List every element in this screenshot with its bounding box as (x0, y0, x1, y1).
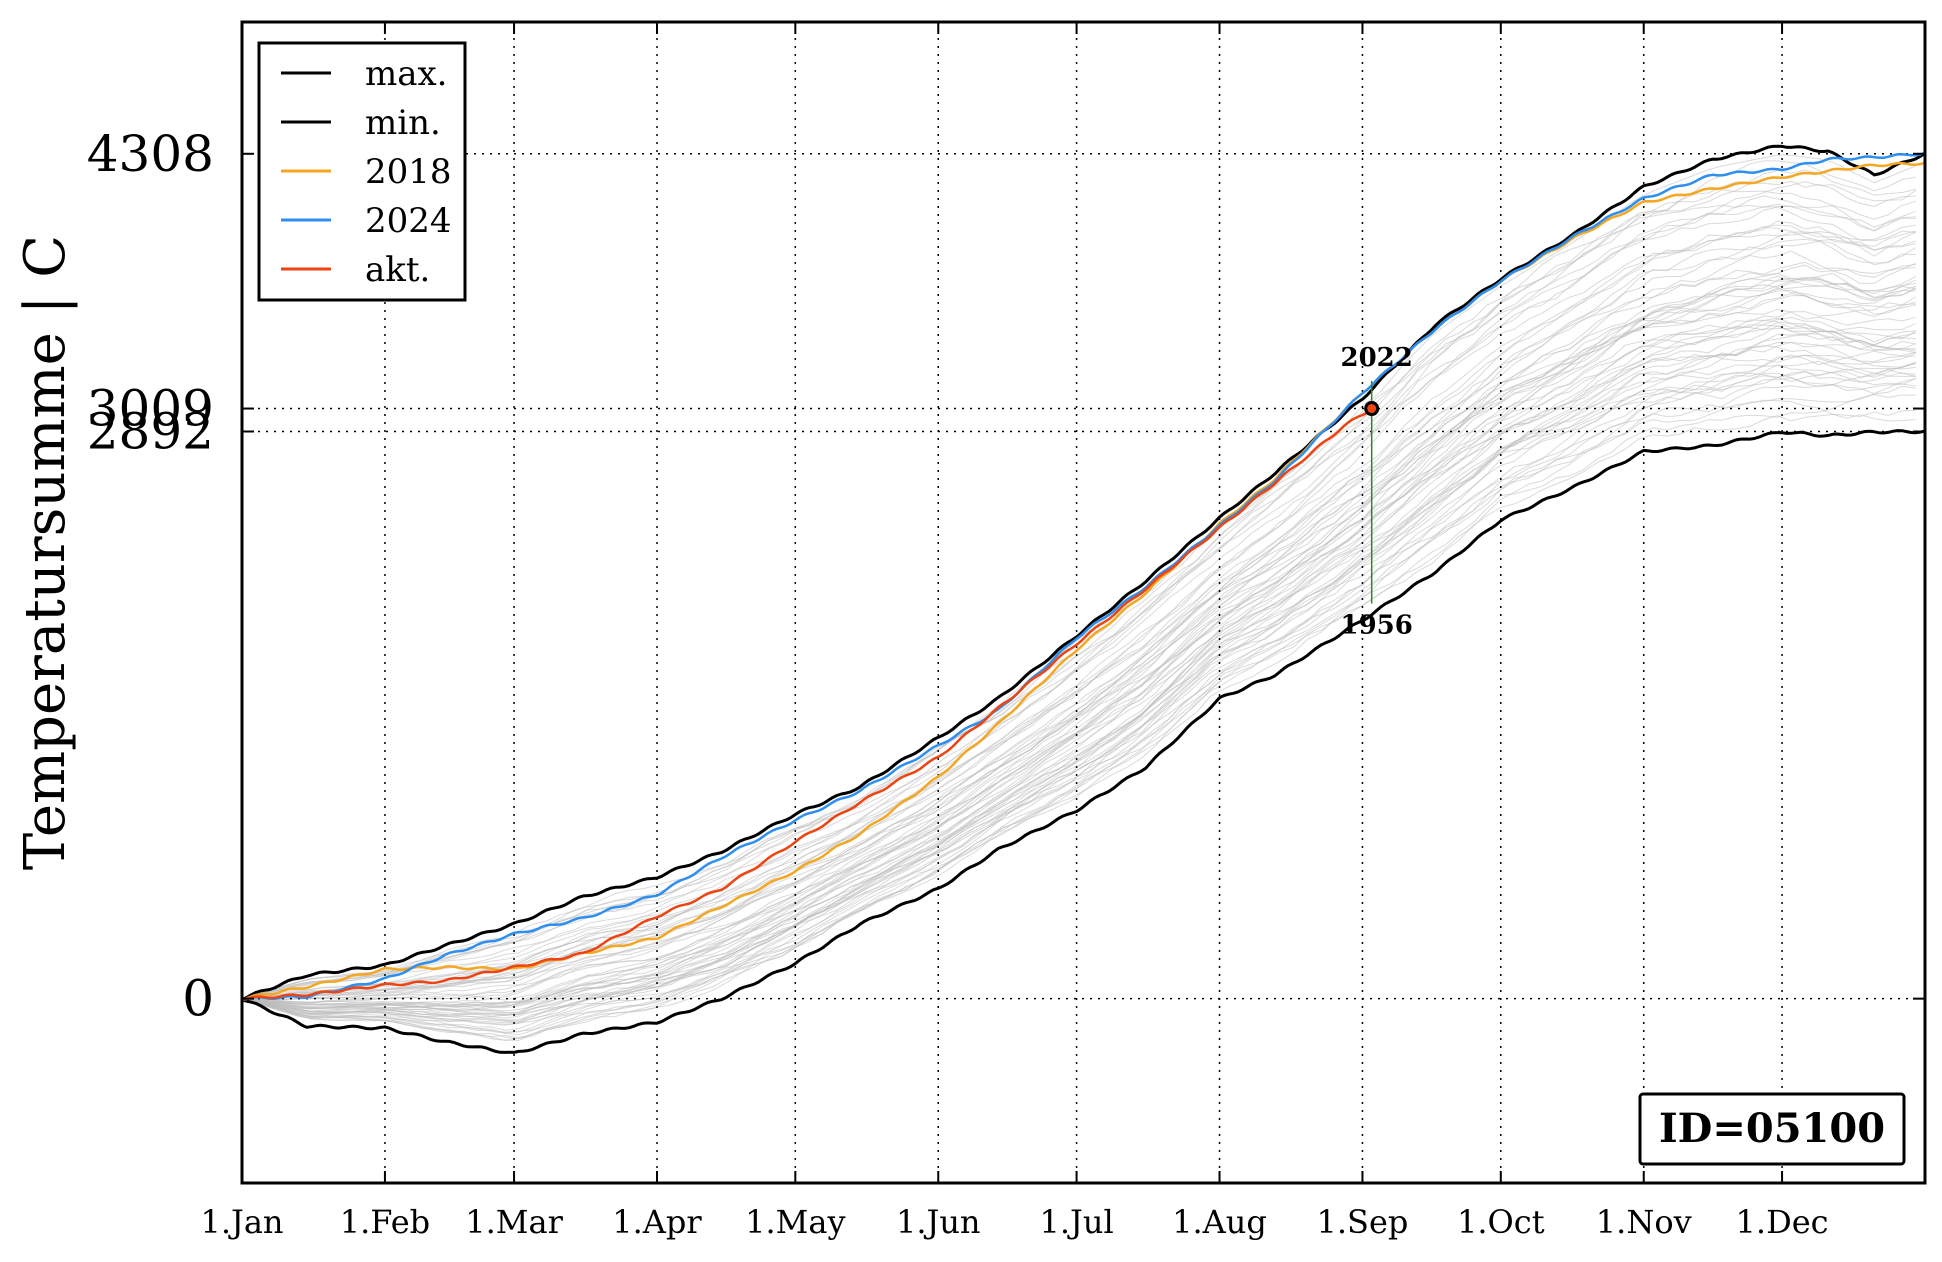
x-tick-label: 1.Sep (1317, 1203, 1409, 1241)
background-year-line (241, 324, 1916, 1016)
background-year-line (241, 319, 1916, 1010)
background-year-line (241, 308, 1916, 1006)
y-tick-label: 0 (182, 970, 214, 1028)
background-year-line (241, 278, 1916, 1003)
background-year-line (241, 240, 1917, 1000)
legend-label: akt. (365, 250, 430, 290)
legend-label: min. (365, 103, 441, 143)
x-tick-label: 1.Jan (200, 1203, 283, 1241)
background-year-line (241, 154, 1916, 1000)
id-box-frame (1638, 1092, 1906, 1166)
x-tick-label: 1.Aug (1172, 1203, 1267, 1241)
background-year-line (241, 206, 1916, 1000)
series-line-2018 (241, 161, 1926, 1001)
x-tick-label: 1.Apr (612, 1203, 702, 1241)
legend-label: 2024 (365, 201, 452, 241)
background-year-line (241, 226, 1916, 1000)
series-line-max (241, 144, 1926, 1002)
background-year-line (241, 231, 1916, 1000)
background-year-line (241, 385, 1916, 1024)
background-year-line (241, 364, 1916, 1014)
background-year-line (241, 316, 1917, 1011)
background-year-line (241, 362, 1916, 1023)
y-tick-label: 3009 (87, 380, 214, 438)
background-year-line (241, 277, 1916, 1006)
series-line-min (241, 429, 1926, 1054)
background-year-line (241, 286, 1917, 1003)
y-tick-label: 4308 (87, 125, 214, 183)
x-tick-label: 1.Dec (1736, 1203, 1829, 1241)
series-line-akt (241, 408, 1373, 1002)
y-axis-title: Temperatursumme | C (13, 235, 78, 870)
background-year-line (242, 296, 1917, 1000)
background-year-line (241, 360, 1916, 1010)
background-year-line (241, 278, 1917, 1000)
annotation-year: 2022 (1340, 343, 1412, 373)
x-tick-label: 1.Mar (465, 1203, 563, 1241)
legend-label: max. (365, 54, 448, 94)
background-year-line (241, 399, 1916, 1041)
background-year-line (241, 375, 1916, 1039)
background-year-line (241, 371, 1916, 1017)
x-tick-label: 1.May (745, 1203, 845, 1241)
x-tick-label: 1.Jul (1039, 1203, 1113, 1241)
id-box: ID=05100 (1638, 1092, 1906, 1166)
y-tick-label: 2892 (87, 402, 214, 460)
background-year-line (241, 378, 1916, 1034)
background-year-line (241, 327, 1916, 1017)
background-year-line (241, 238, 1916, 1000)
background-year-line (241, 195, 1916, 1000)
background-year-line (241, 231, 1916, 1000)
background-year-line (241, 352, 1916, 1021)
background-year-line (241, 189, 1916, 1000)
current-value-marker (1364, 401, 1380, 417)
series-lines (241, 144, 1926, 1054)
legend: max. min. 2018 2024 akt. (257, 41, 467, 302)
background-year-line (241, 224, 1916, 1000)
x-tick-label: 1.Jun (896, 1203, 981, 1241)
background-year-line (241, 272, 1916, 1009)
x-tick-label: 1.Oct (1457, 1203, 1545, 1241)
background-year-line (241, 261, 1916, 1000)
background-year-line (241, 332, 1916, 1016)
background-year-line (241, 294, 1916, 1000)
background-year-line (241, 169, 1916, 1000)
legend-label: 2018 (365, 152, 452, 192)
x-tick-label: 1.Feb (340, 1203, 430, 1241)
background-year-line (241, 272, 1917, 1000)
background-year-line (241, 393, 1916, 1026)
marker-group: 2022 1956 (1340, 343, 1412, 641)
plot-frame (240, 20, 1927, 1185)
background-year-line (241, 342, 1916, 1031)
background-year-line (241, 354, 1916, 1033)
annotation-year: 1956 (1340, 610, 1412, 640)
series-line-2024 (241, 151, 1926, 1002)
background-year-line (241, 413, 1916, 1042)
x-tick-label: 1.Nov (1596, 1203, 1692, 1241)
background-year-line (241, 181, 1916, 1000)
background-year-lines (241, 154, 1917, 1042)
x-axis-ticks: 1.Jan 1.Feb 1.Mar 1.Apr 1.May 1.Jun 1.Jul 1.Aug… (200, 22, 1829, 1241)
background-year-line (241, 350, 1916, 1025)
background-year-line (241, 200, 1916, 1000)
background-year-line (241, 361, 1916, 1036)
background-year-line (241, 250, 1916, 1000)
id-label: ID=05100 (1659, 1105, 1885, 1152)
background-year-line (241, 262, 1917, 1000)
background-year-line (241, 160, 1916, 1000)
